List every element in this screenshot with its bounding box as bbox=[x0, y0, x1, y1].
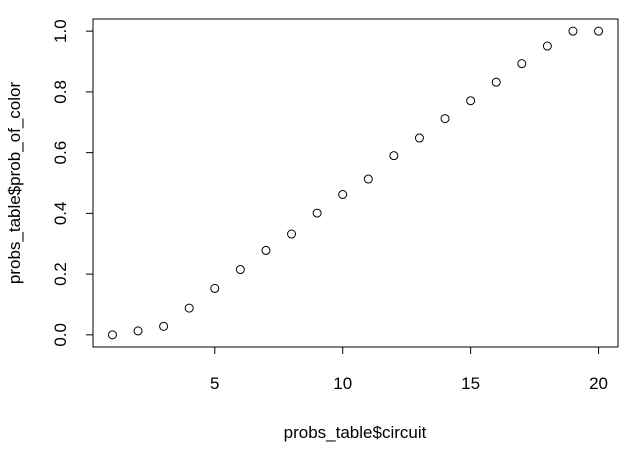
data-points bbox=[107, 26, 604, 340]
data-point bbox=[133, 326, 143, 336]
data-point bbox=[235, 265, 245, 275]
data-point bbox=[568, 26, 578, 36]
data-point bbox=[594, 26, 604, 36]
y-tick-label: 0.2 bbox=[51, 262, 70, 286]
data-point bbox=[363, 174, 373, 184]
data-point bbox=[338, 190, 348, 200]
data-point bbox=[159, 321, 169, 331]
data-point bbox=[542, 41, 552, 51]
x-tick-label: 20 bbox=[589, 374, 608, 393]
x-axis-title: probs_table$circuit bbox=[284, 423, 427, 442]
data-point bbox=[107, 330, 117, 340]
data-point bbox=[440, 114, 450, 124]
y-axis-title: probs_table$prob_of_color bbox=[5, 82, 24, 285]
y-tick-label: 1.0 bbox=[51, 19, 70, 43]
x-tick-label: 5 bbox=[210, 374, 219, 393]
data-point bbox=[414, 133, 424, 143]
data-point bbox=[261, 245, 271, 255]
y-tick-label: 0.8 bbox=[51, 80, 70, 104]
plot-frame bbox=[92, 18, 619, 348]
y-tick-label: 0.6 bbox=[51, 141, 70, 165]
data-point bbox=[210, 283, 220, 293]
data-point bbox=[466, 96, 476, 106]
y-tick-label: 0.4 bbox=[51, 202, 70, 226]
data-point bbox=[389, 151, 399, 161]
x-tick-label: 10 bbox=[333, 374, 352, 393]
data-point bbox=[491, 77, 501, 87]
x-tick-label: 15 bbox=[461, 374, 480, 393]
data-point bbox=[184, 303, 194, 313]
y-axis: 0.0 0.2 0.4 0.6 0.8 1.0 bbox=[51, 19, 94, 347]
data-point bbox=[517, 59, 527, 69]
y-tick-label: 0.0 bbox=[51, 323, 70, 347]
data-point bbox=[312, 208, 322, 218]
data-point bbox=[287, 229, 297, 239]
x-axis: 5 10 15 20 bbox=[210, 346, 608, 393]
